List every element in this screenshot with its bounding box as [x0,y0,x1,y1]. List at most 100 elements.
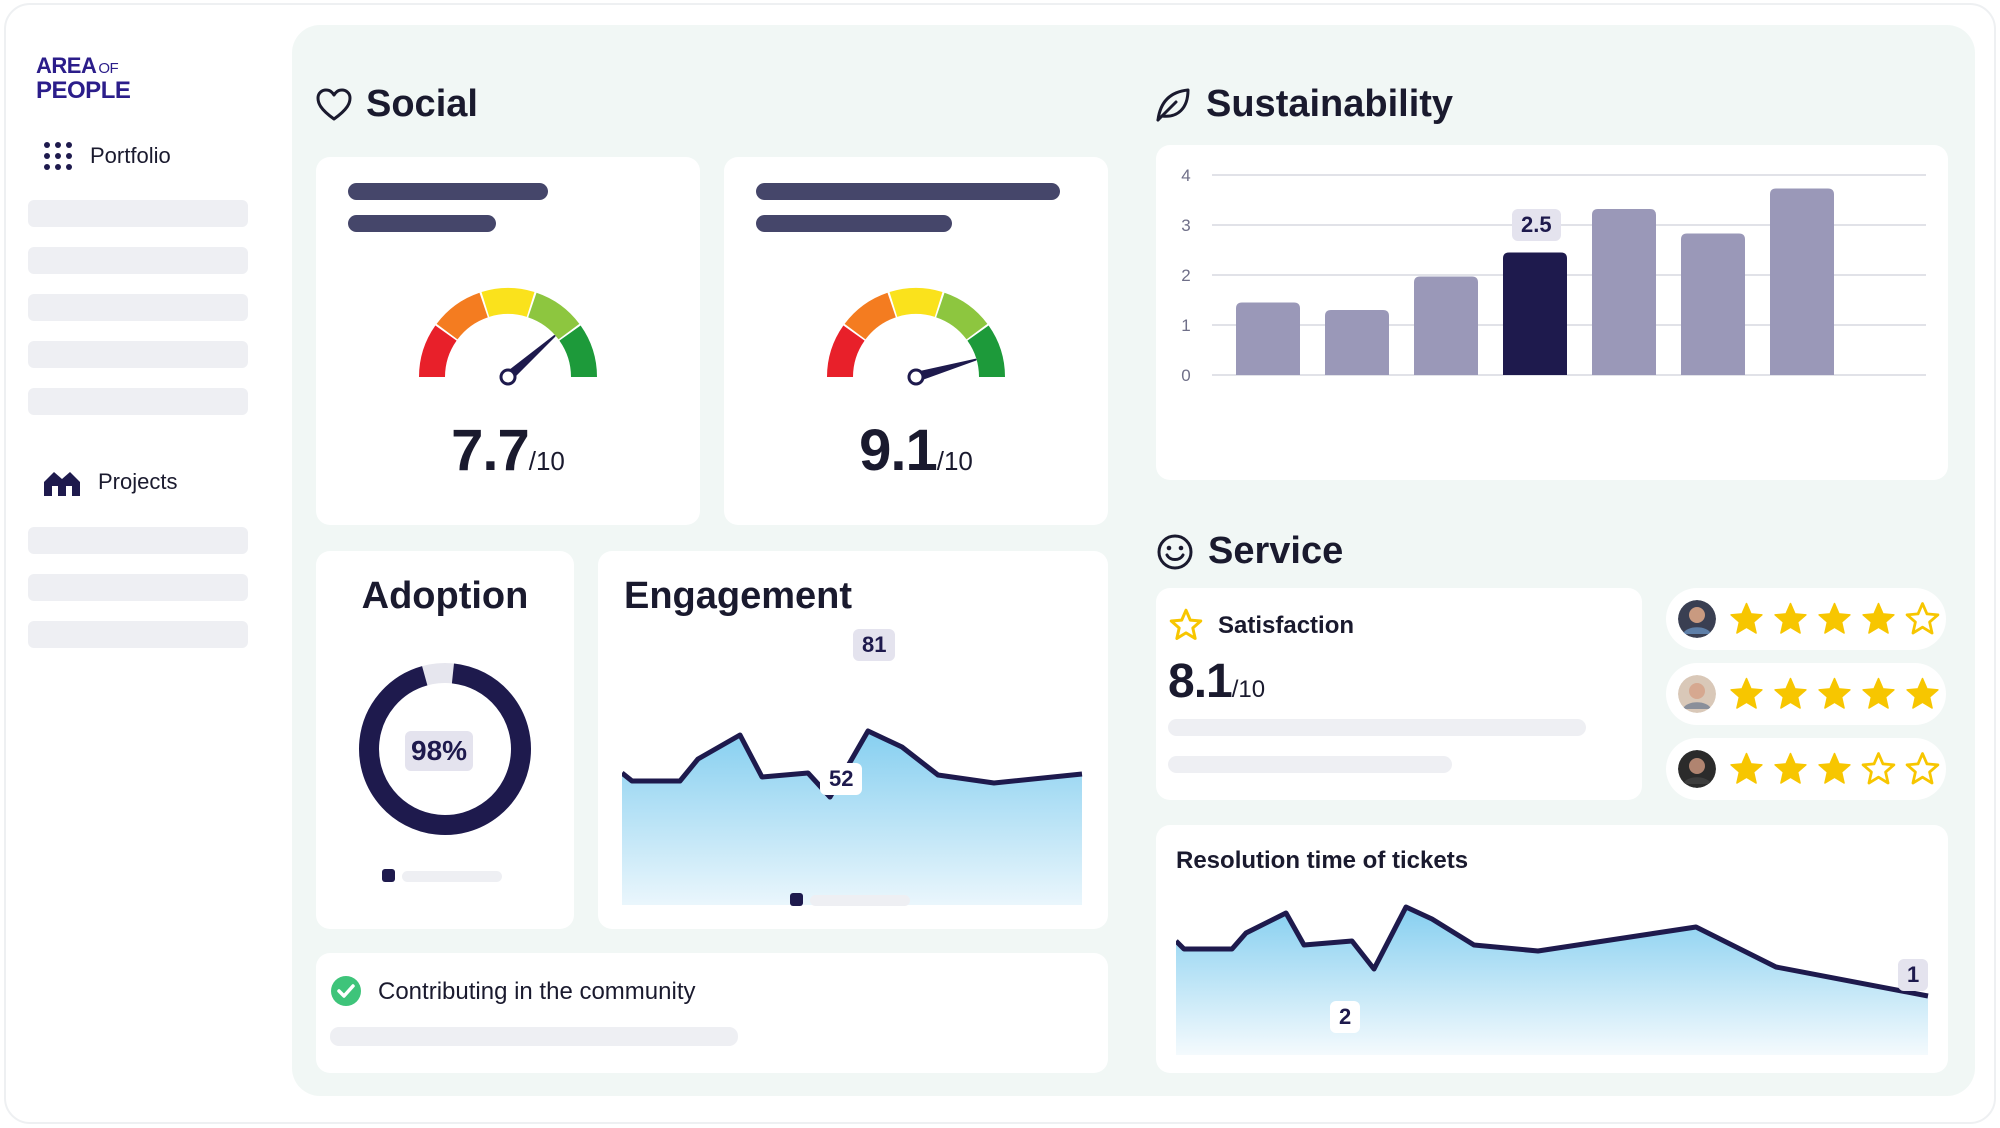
star-filled-icon[interactable] [1772,676,1809,712]
check-circle-icon [331,976,361,1006]
dashboard-panel: Social 7.7/10 9.1/10 Adoption 98% Engage… [292,25,1975,1096]
sustainability-bar-chart: 0 1 2 3 4 [1181,166,1926,385]
community-label: Contributing in the community [378,978,696,1005]
sidebar-placeholder [28,527,248,554]
y-tick-label: 4 [1181,166,1190,185]
bar [1414,276,1478,375]
review-row[interactable] [1666,663,1946,725]
star-outline-icon[interactable] [1904,751,1941,787]
pager-track [402,871,502,882]
bar [1236,302,1300,375]
gauge-segment [559,325,597,378]
engagement-low-label: 52 [820,763,863,795]
gauge-segment [527,292,580,340]
gauge-segment [967,325,1005,378]
gauge-card-1[interactable]: 7.7/10 [316,157,700,525]
bar [1592,209,1656,375]
score-gauge [827,288,1005,386]
resolution-line [1176,904,1929,999]
resolution-card[interactable]: Resolution time of tickets 2 1 [1156,825,1948,1073]
gauge-segment [827,325,865,378]
sustainability-title: Sustainability [1154,83,1453,126]
sidebar-placeholder [28,574,248,601]
gauge-segment [889,288,943,317]
star-filled-icon[interactable] [1816,601,1853,637]
bar-highlight-label: 2.5 [1512,208,1561,241]
star-filled-icon[interactable] [1772,751,1809,787]
engagement-line [622,728,1083,800]
gauge-segment [935,292,988,340]
adoption-donut [359,663,531,835]
resolution-low-label: 2 [1330,1001,1361,1033]
resolution-title: Resolution time of tickets [1176,847,1469,874]
avatar [1678,675,1716,713]
engagement-area [622,731,1082,905]
avatar [1678,600,1716,638]
engagement-area-chart [622,728,1083,905]
smiley-icon [1157,534,1193,569]
y-tick-label: 3 [1181,216,1190,235]
sidebar-item-label: Projects [98,469,178,494]
gauge-score: 9.1/10 [859,418,973,483]
adoption-percent: 98% [405,731,474,771]
star-filled-icon[interactable] [1728,676,1765,712]
y-tick-label: 1 [1181,316,1190,335]
grid-icon [44,142,72,170]
placeholder-line [1168,756,1452,773]
bar [1325,310,1389,375]
sidebar-item-portfolio[interactable]: Portfolio [42,140,171,172]
resolution-area [1176,907,1928,1055]
sidebar-placeholder [28,388,248,415]
satisfaction-card[interactable]: Satisfaction 8.1/10 [1156,588,1642,800]
sidebar-placeholder [28,621,248,648]
resolution-end-label: 1 [1898,959,1929,991]
heart-icon [316,88,352,120]
star-filled-icon[interactable] [1904,676,1941,712]
gauge-card-2[interactable]: 9.1/10 [724,157,1108,525]
review-row[interactable] [1666,588,1946,650]
y-tick-label: 0 [1181,366,1190,385]
gauge-pivot [907,368,925,386]
star-filled-icon[interactable] [1816,676,1853,712]
engagement-peak-label: 81 [853,629,896,661]
star-rating[interactable] [1728,601,1941,637]
pager-dot-active[interactable] [382,869,395,882]
placeholder-line [348,215,496,232]
engagement-card[interactable]: Engagement 81 52 [598,551,1108,929]
satisfaction-label: Satisfaction [1218,612,1355,639]
sidebar-placeholder [28,247,248,274]
service-title: Service [1156,530,1343,573]
satisfaction-score: 8.1/10 [1168,655,1266,708]
engagement-title: Engagement [624,575,853,617]
gauge-score: 7.7/10 [451,418,565,483]
star-filled-icon[interactable] [1816,751,1853,787]
placeholder-line [756,183,1060,200]
placeholder-line [756,215,952,232]
score-gauge [419,288,597,386]
placeholder-line [330,1027,738,1046]
social-title: Social [316,83,478,126]
community-card[interactable]: Contributing in the community [316,953,1108,1073]
resolution-area-chart [1176,904,1929,1055]
bar [1681,233,1745,375]
star-filled-icon[interactable] [1728,601,1765,637]
sidebar-item-projects[interactable]: Projects [42,466,177,498]
brand-logo[interactable]: AREA OF PEOPLE [36,53,131,104]
adoption-card[interactable]: Adoption 98% [316,551,574,929]
star-outline-icon[interactable] [1860,751,1897,787]
sustainability-card[interactable]: 0 1 2 3 4 2.5 [1156,145,1948,480]
pager-dot-active[interactable] [790,893,803,906]
star-filled-icon[interactable] [1728,751,1765,787]
houses-icon [44,472,80,496]
star-rating[interactable] [1728,676,1941,712]
star-outline-icon[interactable] [1904,601,1941,637]
star-rating[interactable] [1728,751,1941,787]
review-row[interactable] [1666,738,1946,800]
leaf-icon [1156,88,1190,121]
placeholder-line [348,183,548,200]
gauge-segment [844,292,897,340]
star-filled-icon[interactable] [1772,601,1809,637]
y-tick-label: 2 [1181,266,1190,285]
star-filled-icon[interactable] [1860,601,1897,637]
star-filled-icon[interactable] [1860,676,1897,712]
